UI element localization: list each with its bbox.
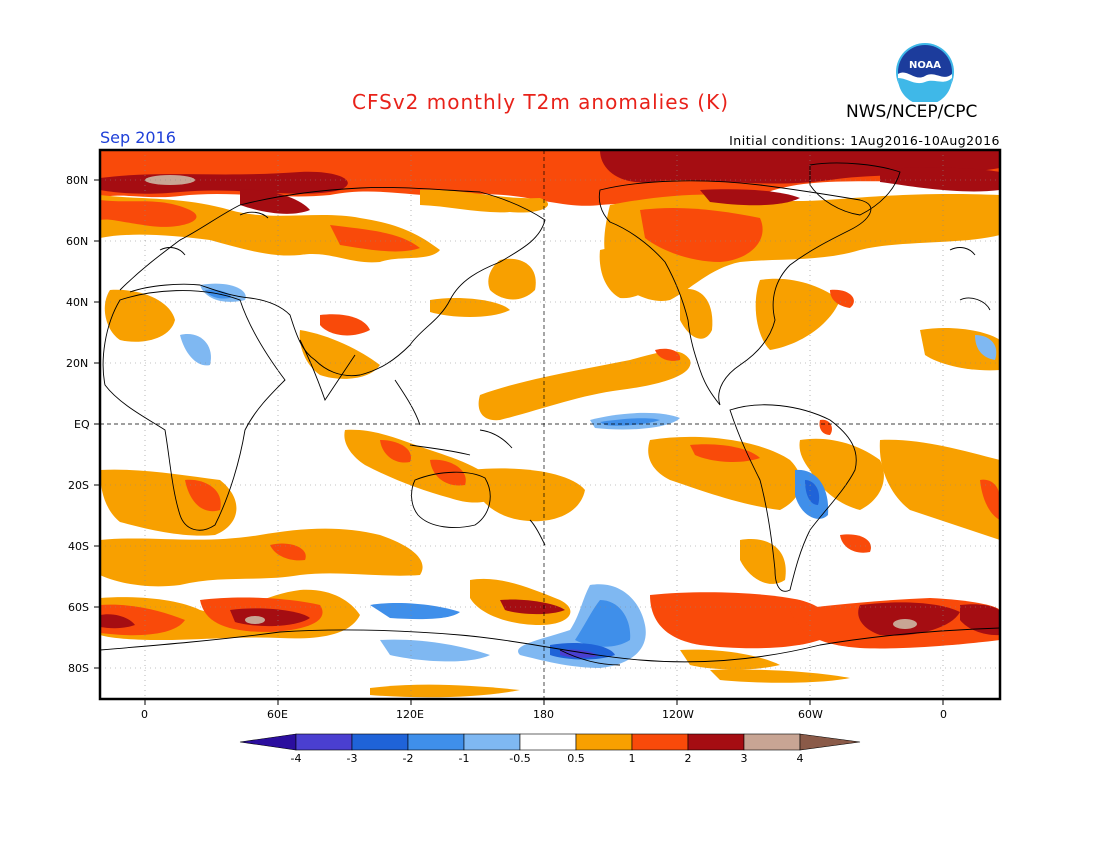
colorbar-tick-label: 1 bbox=[628, 752, 636, 765]
colorbar-tick-label: -0.5 bbox=[509, 752, 531, 765]
map-title: CFSv2 monthly T2m anomalies (K) bbox=[352, 90, 729, 114]
colorbar-tick-label: -1 bbox=[458, 752, 470, 765]
lon-label-60w: 60W bbox=[798, 708, 823, 721]
lon-label-120w: 120W bbox=[662, 708, 694, 721]
colorbar-box bbox=[295, 733, 353, 751]
svg-text:NOAA: NOAA bbox=[909, 60, 941, 71]
lat-label-40n: 40N bbox=[66, 296, 89, 309]
colorbar-tick-label: -3 bbox=[346, 752, 358, 765]
colorbar-tick-label: 4 bbox=[796, 752, 804, 765]
lat-label-60n: 60N bbox=[66, 235, 89, 248]
lat-label-20s: 20S bbox=[68, 479, 89, 492]
colorbar-tick-label: 0.5 bbox=[567, 752, 585, 765]
colorbar-tick-label: 3 bbox=[740, 752, 748, 765]
lat-label-80s: 80S bbox=[68, 662, 89, 675]
axis-ticks bbox=[94, 179, 944, 705]
forecast-month: Sep 2016 bbox=[100, 128, 176, 147]
lon-label-180: 180 bbox=[533, 708, 554, 721]
colorbar-tick-label: 2 bbox=[684, 752, 692, 765]
lon-label-120e: 120E bbox=[396, 708, 424, 721]
colorbar-box bbox=[407, 733, 465, 751]
coastlines bbox=[100, 162, 1000, 666]
agency-label: NWS/NCEP/CPC bbox=[846, 102, 978, 122]
colorbar-box bbox=[575, 733, 633, 751]
noaa-logo: NOAA bbox=[896, 43, 954, 102]
colorbar-box bbox=[743, 733, 801, 751]
lat-label-eq: EQ bbox=[74, 418, 90, 431]
colorbar-extend-low bbox=[239, 733, 297, 751]
colorbar-tick-label: -4 bbox=[290, 752, 302, 765]
lat-label-20n: 20N bbox=[66, 357, 89, 370]
lat-label-80n: 80N bbox=[66, 174, 89, 187]
colorbar-box bbox=[631, 733, 689, 751]
lat-label-60s: 60S bbox=[68, 601, 89, 614]
lon-label-0: 0 bbox=[141, 708, 148, 721]
lon-label-0-east: 0 bbox=[940, 708, 947, 721]
colorbar-tick-label: -2 bbox=[402, 752, 414, 765]
graticule bbox=[100, 150, 1000, 699]
colorbar-extend-high bbox=[799, 733, 861, 751]
anomaly-shading bbox=[100, 150, 1000, 698]
colorbar-box bbox=[463, 733, 521, 751]
colorbar-box bbox=[519, 733, 577, 751]
colorbar-box bbox=[351, 733, 409, 751]
initial-conditions: Initial conditions: 1Aug2016-10Aug2016 bbox=[729, 133, 1000, 148]
dotted-grid bbox=[100, 150, 1000, 699]
lon-label-60e: 60E bbox=[267, 708, 288, 721]
lat-label-40s: 40S bbox=[68, 540, 89, 553]
colorbar-box bbox=[687, 733, 745, 751]
